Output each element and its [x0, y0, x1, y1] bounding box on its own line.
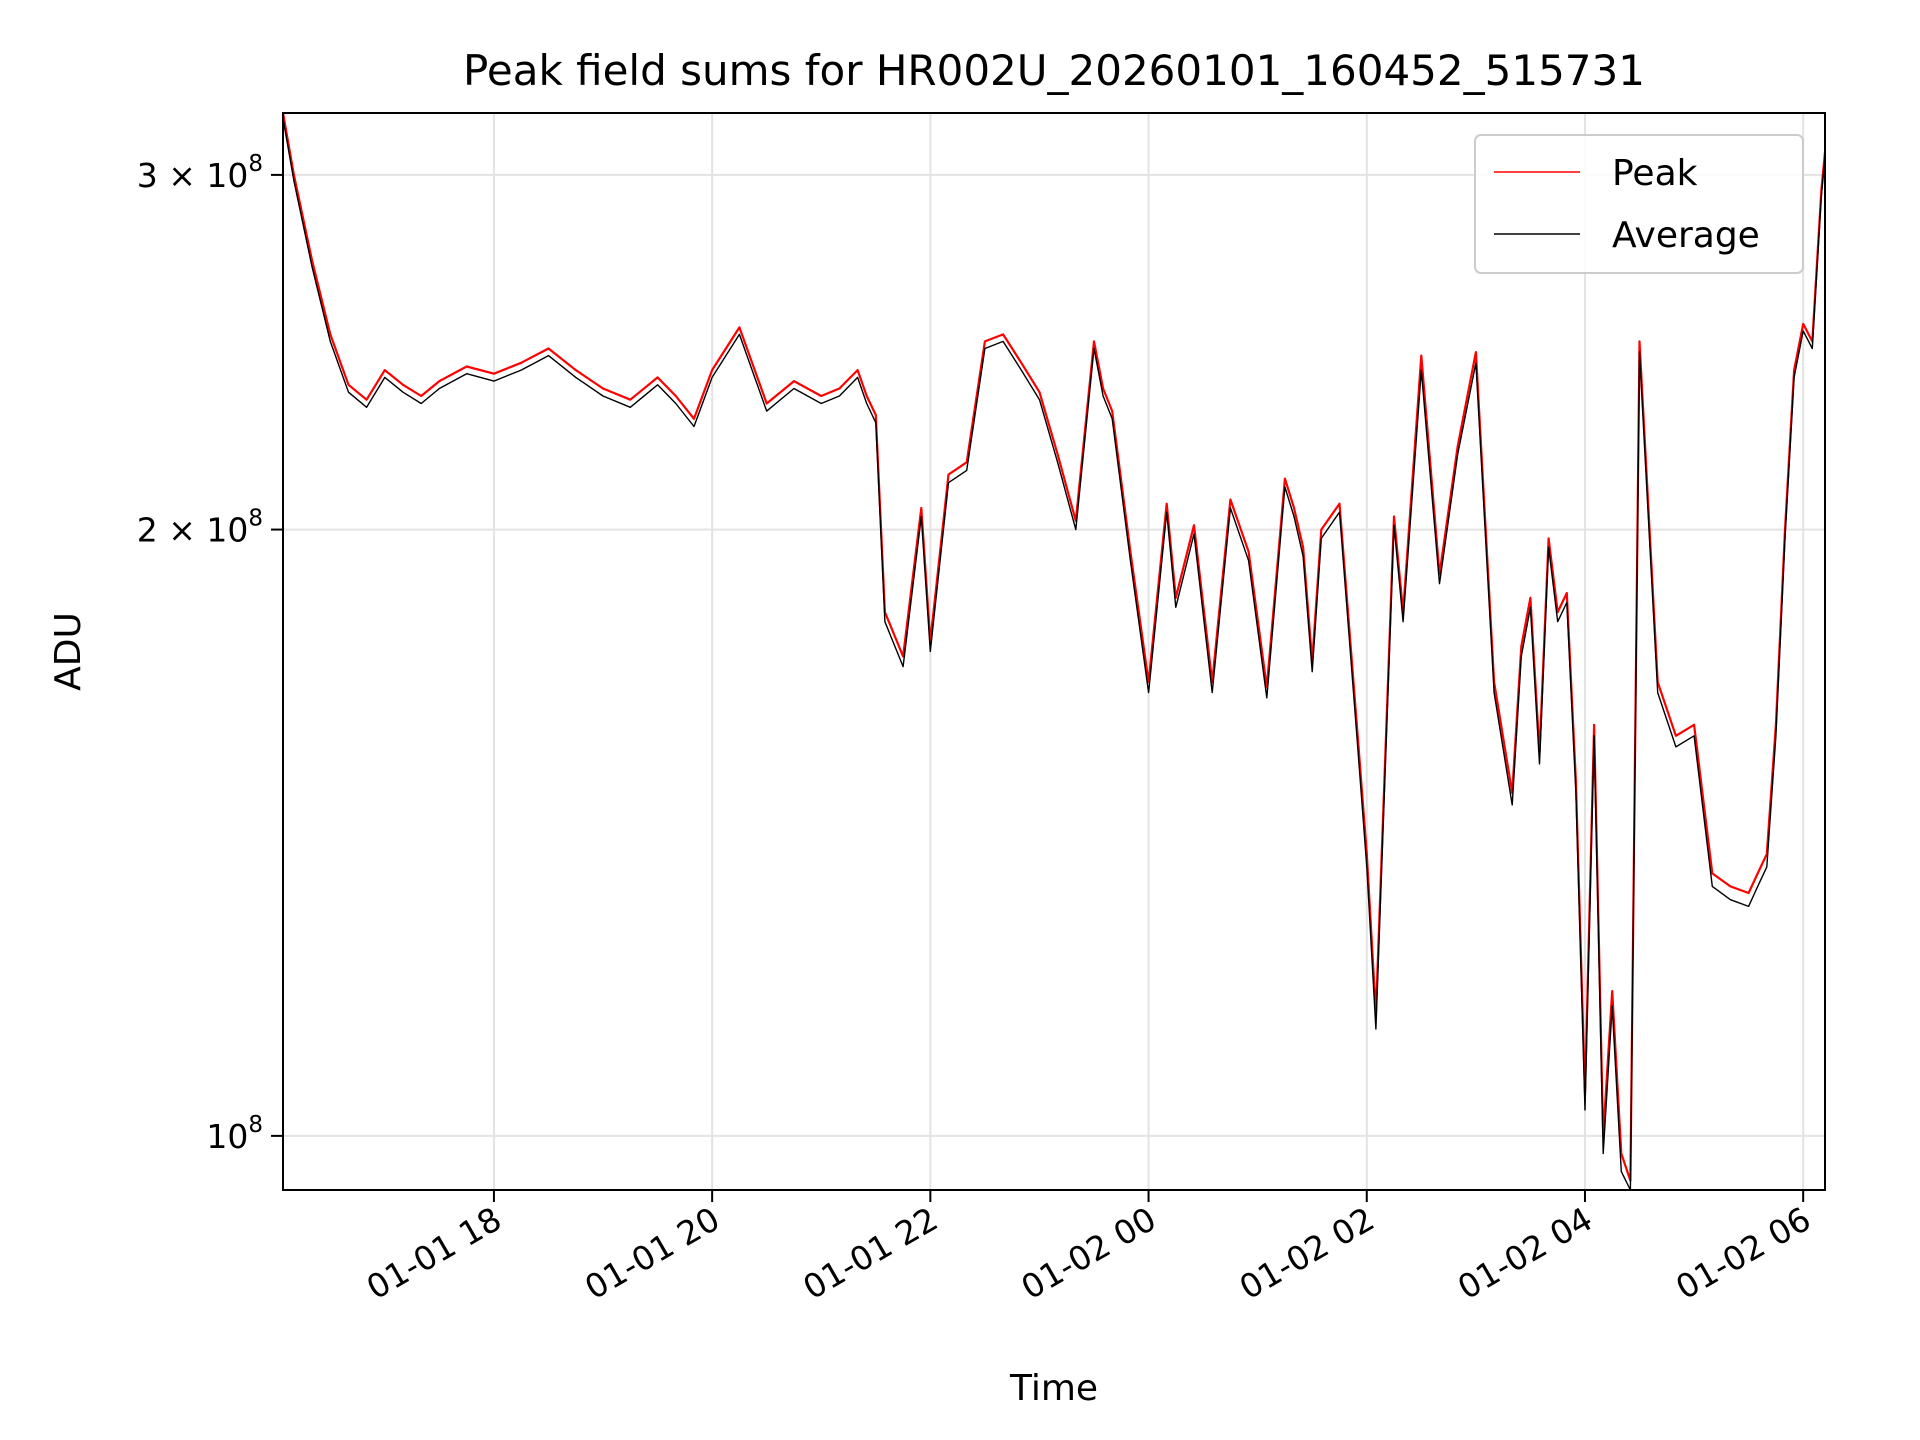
series-lines	[281, 112, 1827, 1191]
y-axis-ticks: 108 2 × 108 3 × 108	[137, 151, 283, 1156]
legend-label-average: Average	[1612, 215, 1760, 256]
y-tick-label: 108	[206, 1112, 263, 1156]
series-line-average	[282, 118, 1826, 1191]
y-tick-label: 3 × 108	[137, 151, 263, 195]
x-axis-label: Time	[1009, 1368, 1098, 1409]
legend-label-peak: Peak	[1612, 153, 1698, 194]
legend: Peak Average	[1474, 134, 1804, 274]
plot-frame	[282, 112, 1826, 1191]
legend-box	[1474, 134, 1804, 274]
chart-title: Peak field sums for HR002U_20260101_1604…	[463, 46, 1645, 95]
y-tick-label: 2 × 108	[137, 506, 263, 550]
series-line-peak	[281, 112, 1827, 1182]
y-axis-label: ADU	[48, 612, 89, 691]
